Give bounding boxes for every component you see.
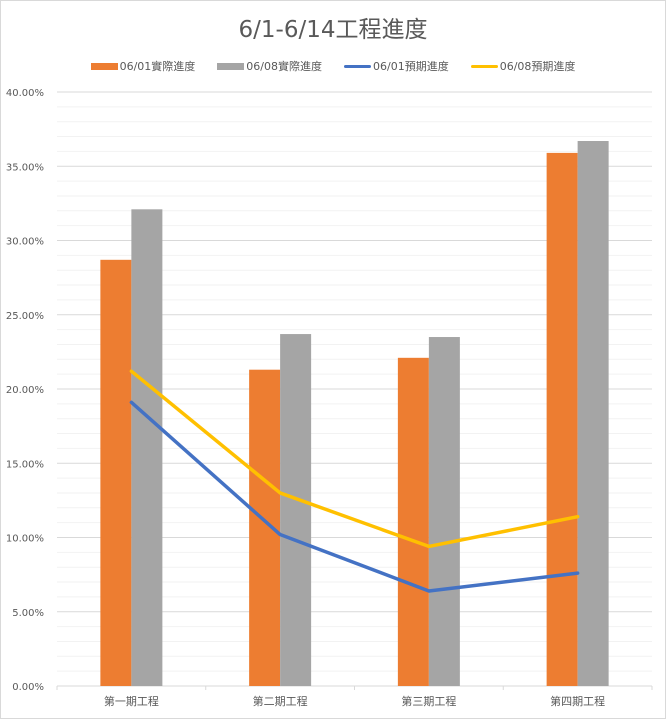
bar-1 [397,357,429,686]
legend-label: 06/01實際進度 [119,60,196,73]
legend-item: 06/08預期進度 [470,58,576,74]
y-tick-label: 30.00% [6,237,44,248]
legend-item: 06/08實際進度 [217,58,322,74]
x-tick-label: 第四期工程 [550,694,605,708]
legend-label: 06/08實際進度 [246,60,322,73]
legend-swatch [470,64,498,68]
line-series-1 [129,400,580,593]
bar-2 [131,209,163,686]
legend-swatch [90,62,118,70]
y-tick-label: 35.00% [6,162,44,173]
bar-2 [428,337,460,686]
legend-swatch [217,62,245,70]
chart-title: 6/1-6/14工程進度 [238,17,428,43]
x-tick-label: 第三期工程 [401,694,456,708]
legend-swatch [344,64,371,68]
x-tick-label: 第一期工程 [104,694,159,708]
legend-item: 06/01實際進度 [90,58,196,74]
line-series-2 [129,369,580,549]
legend-item: 06/01預期進度 [344,58,449,74]
y-tick-label: 40.00% [6,88,44,99]
y-tick-label: 0.00% [12,682,44,693]
y-tick-label: 15.00% [6,459,44,470]
y-tick-label: 10.00% [6,534,44,545]
y-tick-label: 25.00% [6,311,44,322]
bar-2 [577,141,609,686]
y-tick-label: 5.00% [12,608,44,619]
x-tick-label: 第二期工程 [253,694,308,708]
bar-1 [249,369,281,686]
legend-label: 06/01預期進度 [373,60,449,73]
bar-1 [100,259,132,686]
bar-2 [280,334,312,686]
legend-label: 06/08預期進度 [499,60,576,73]
bar-1 [546,152,578,686]
y-tick-label: 20.00% [6,385,44,396]
legend: 06/01實際進度 06/08實際進度 06/01預期進度 06/08預期進度 [0,58,666,74]
